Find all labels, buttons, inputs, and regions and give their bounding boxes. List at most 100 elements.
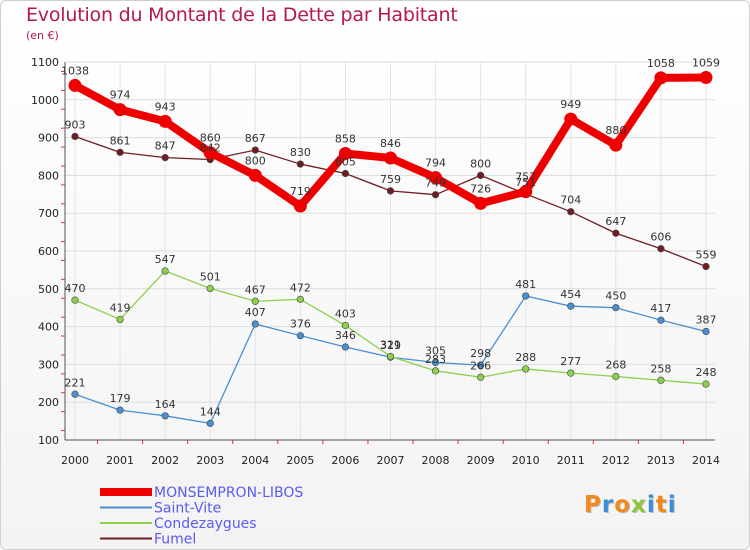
y-tick-label: 900 [38,132,59,145]
data-label-saint-vite: 221 [65,376,86,389]
data-point-condezaygues [161,267,169,275]
data-point-saint-vite [522,292,530,300]
data-label-condezaygues: 472 [290,281,311,294]
data-point-saint-vite [341,343,350,351]
data-label-monsempron-libos: 1059 [692,56,720,69]
data-point-saint-vite [431,358,440,367]
y-tick-label: 600 [38,245,59,258]
data-point-monsempron-libos [519,185,533,199]
data-label-monsempron-libos: 974 [110,89,131,102]
data-label-condezaygues: 283 [425,353,446,366]
logo-letter: t [655,492,668,518]
x-tick-label: 2014 [692,454,720,467]
data-label-condezaygues: 277 [560,355,581,368]
data-point-condezaygues [116,315,124,324]
data-label-condezaygues: 403 [335,307,356,320]
data-point-condezaygues [522,365,530,373]
data-label-saint-vite: 376 [290,318,311,331]
data-label-condezaygues: 248 [695,366,716,379]
data-point-fumel [477,171,485,179]
data-point-saint-vite [161,412,169,420]
data-point-saint-vite [296,332,304,340]
x-tick-label: 2003 [196,454,224,467]
data-point-saint-vite [251,320,259,328]
x-tick-label: 2005 [286,454,314,467]
data-label-fumel: 647 [605,215,626,228]
data-point-condezaygues [341,321,350,330]
y-tick-label: 800 [38,169,59,182]
data-point-monsempron-libos [113,103,127,117]
data-label-fumel: 704 [560,194,581,207]
data-label-monsempron-libos: 880 [605,124,626,137]
data-point-condezaygues [567,369,575,377]
data-label-fumel: 805 [335,156,356,169]
data-label-condezaygues: 258 [650,362,671,375]
logo-letter: i [646,492,656,518]
legend-label-condezaygues: Condezaygues [154,516,257,532]
data-point-saint-vite [702,327,710,336]
data-point-condezaygues [702,380,710,388]
data-label-fumel: 751 [515,176,536,189]
data-point-condezaygues [251,297,259,305]
logo-letter: x [631,492,647,518]
y-tick-label: 100 [38,434,59,447]
data-label-monsempron-libos: 719 [290,185,311,198]
data-point-condezaygues [477,373,485,381]
data-label-condezaygues: 501 [200,270,221,283]
data-label-saint-vite: 387 [695,314,716,327]
data-point-fumel [116,148,124,156]
data-label-condezaygues: 268 [605,358,626,371]
logo-letter: P [584,492,602,518]
data-label-fumel: 830 [290,146,311,159]
data-point-monsempron-libos [654,71,668,85]
chart-subtitle: (en €) [26,29,59,42]
y-tick-label: 400 [38,321,59,334]
data-point-fumel [386,187,395,195]
data-point-condezaygues [71,296,79,304]
data-point-saint-vite [206,419,214,427]
data-point-monsempron-libos [383,151,397,165]
x-tick-label: 2007 [376,454,404,467]
data-point-fumel [702,262,710,271]
data-label-saint-vite: 407 [245,306,266,319]
data-label-monsempron-libos: 800 [245,154,266,167]
data-point-monsempron-libos [699,70,713,84]
y-tick-label: 500 [38,283,59,296]
data-point-monsempron-libos [338,146,352,160]
data-label-fumel: 842 [200,142,221,155]
data-point-fumel [296,160,304,168]
data-point-monsempron-libos [564,112,578,126]
data-label-condezaygues: 288 [515,351,536,364]
data-label-fumel: 559 [695,248,716,261]
data-label-condezaygues: 266 [470,359,491,372]
data-point-saint-vite [657,316,665,324]
data-point-fumel [431,191,440,199]
grid [65,61,715,441]
data-point-monsempron-libos [293,199,307,213]
x-tick-label: 2001 [106,454,134,467]
data-point-condezaygues [612,372,620,381]
data-label-monsempron-libos: 858 [335,132,356,145]
data-label-monsempron-libos: 860 [200,132,221,145]
x-tick-label: 2000 [61,454,89,467]
data-label-condezaygues: 419 [110,301,131,314]
data-label-saint-vite: 450 [605,290,626,303]
data-point-condezaygues [431,367,440,375]
legend-label-fumel: Fumel [154,532,196,548]
data-labels: 1038 974 943 860 800 719 858 846 794 726 757 949 880… [61,56,720,418]
x-tick-label: 2010 [512,454,540,467]
data-label-monsempron-libos: 726 [470,182,491,195]
x-tick-label: 2008 [422,454,450,467]
data-point-fumel [567,208,575,216]
y-tick-label: 200 [38,396,59,409]
data-label-monsempron-libos: 757 [515,171,536,184]
legend-label-monsempron-libos: MONSEMPRON-LIBOS [154,485,303,501]
data-label-monsempron-libos: 846 [380,137,401,150]
x-tick-label: 2011 [557,454,585,467]
x-tick-label: 2009 [467,454,495,467]
data-point-monsempron-libos [609,138,623,152]
data-label-condezaygues: 467 [245,283,266,296]
data-point-monsempron-libos [203,146,217,160]
data-point-saint-vite [71,390,79,398]
y-tick-label: 1100 [31,56,59,69]
